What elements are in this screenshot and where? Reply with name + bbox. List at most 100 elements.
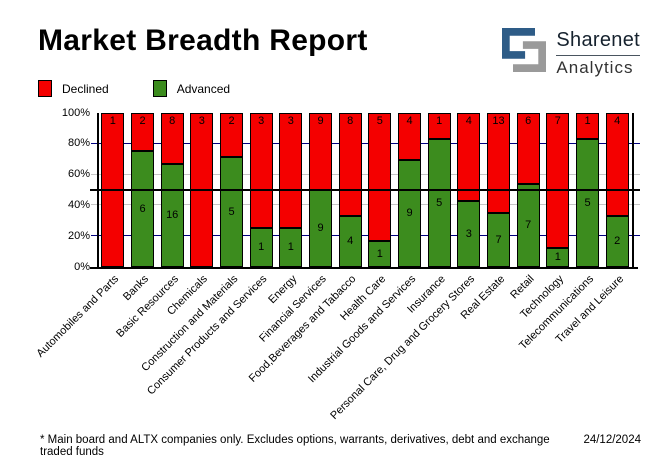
legend-item-advanced: Advanced	[152, 80, 231, 97]
advanced-count-label: 2	[614, 235, 621, 247]
declined-swatch-icon	[38, 80, 52, 97]
y-axis-label: 60%	[67, 168, 90, 181]
brand-name: Sharenet	[556, 29, 640, 51]
declined-count-label: 5	[376, 115, 383, 127]
bar-segment-declined	[546, 113, 570, 248]
advanced-count-label: 4	[347, 235, 354, 247]
advanced-count-label: 5	[584, 196, 591, 209]
y-axis-label: 100%	[61, 106, 90, 119]
declined-count-label: 3	[258, 115, 265, 127]
declined-count-label: 4	[406, 115, 413, 127]
declined-count-label: 1	[584, 115, 591, 127]
y-tick-right-80	[634, 142, 640, 144]
bar-segment-advanced: 3	[457, 201, 481, 267]
bar-segment-declined	[279, 113, 303, 228]
bar-segment-advanced: 7	[516, 184, 540, 267]
brand-logo: Sharenet Analytics	[502, 28, 640, 78]
y-axis-label: 80%	[67, 137, 90, 150]
declined-count-label: 1	[109, 115, 116, 127]
legend-label-advanced: Advanced	[176, 81, 231, 96]
advanced-count-label: 3	[465, 227, 472, 240]
bar-segment-declined	[338, 113, 362, 216]
bar-segment-advanced: 1	[368, 241, 392, 267]
bar-segment-declined	[605, 113, 629, 216]
declined-count-label: 3	[287, 115, 294, 127]
declined-count-label: 9	[317, 115, 324, 127]
advanced-count-label: 16	[166, 209, 179, 221]
bar-segment-declined	[398, 113, 421, 160]
advanced-count-label: 1	[258, 241, 265, 253]
y-tick-right-40	[634, 204, 640, 206]
bar-segment-advanced: 5	[576, 139, 599, 267]
footnote-text: * Main board and ALTX companies only. Ex…	[40, 434, 550, 458]
advanced-count-label: 9	[406, 207, 413, 219]
y-tick-left-60	[91, 173, 97, 175]
bar-segment-declined	[160, 113, 184, 164]
bar-segment-advanced: 9	[398, 160, 421, 267]
bar-segment-declined	[427, 113, 451, 139]
declined-count-label: 6	[525, 115, 532, 127]
declined-count-label: 7	[554, 115, 561, 127]
bar-segment-declined	[368, 113, 392, 241]
advanced-count-label: 1	[287, 241, 294, 253]
advanced-count-label: 1	[554, 251, 561, 263]
x-axis-line	[90, 267, 638, 269]
bar-segment-advanced: 5	[427, 139, 451, 267]
legend-label-declined: Declined	[62, 81, 109, 96]
y-tick-left-80	[91, 142, 97, 144]
brand-subtitle: Analytics	[556, 58, 634, 77]
y-axis-label: 20%	[67, 229, 90, 242]
bar-segment-advanced: 1	[249, 228, 273, 267]
bar-segment-advanced: 7	[487, 213, 510, 267]
fifty-percent-reference-line	[90, 189, 640, 191]
bar-segment-declined	[249, 113, 273, 228]
chart-legend: Declined Advanced	[38, 80, 230, 97]
page-title: Market Breadth Report	[38, 24, 368, 57]
bar-segment-declined	[220, 113, 243, 157]
declined-count-label: 4	[614, 115, 621, 127]
declined-count-label: 1	[436, 115, 443, 127]
bar-segment-advanced: 4	[338, 216, 362, 267]
bar-segment-advanced: 1	[546, 248, 570, 267]
advanced-count-label: 6	[139, 202, 146, 215]
advanced-count-label: 5	[228, 205, 235, 218]
y-axis-label: 0%	[74, 260, 90, 273]
sharenet-logo-icon	[502, 28, 547, 72]
y-tick-right-60	[634, 173, 640, 175]
footnote-bar: * Main board and ALTX companies only. Ex…	[40, 434, 641, 458]
bar-segment-declined	[576, 113, 599, 139]
bar-segment-declined	[131, 113, 154, 151]
y-tick-left-20	[91, 235, 97, 237]
y-tick-right-20	[634, 235, 640, 237]
gridline-40	[98, 204, 632, 206]
advanced-count-label: 7	[525, 219, 532, 231]
bar-segment-declined	[457, 113, 481, 201]
brand-divider	[556, 55, 640, 56]
declined-count-label: 8	[169, 115, 176, 127]
legend-item-declined: Declined	[38, 80, 109, 97]
bar-segment-advanced: 9	[309, 190, 332, 267]
y-axis-label: 40%	[67, 198, 90, 211]
declined-count-label: 4	[465, 115, 472, 127]
bar-segment-advanced: 5	[220, 157, 243, 267]
advanced-count-label: 1	[376, 247, 383, 260]
report-date: 24/12/2024	[583, 434, 641, 446]
x-axis-label: Automobiles and Parts	[34, 273, 122, 360]
declined-count-label: 8	[347, 115, 354, 127]
bar-segment-advanced: 6	[131, 151, 154, 267]
bar-segment-declined	[516, 113, 540, 184]
plot-area: 0% 20% 40% 60% 80% 100% 1 Automobiles and Parts…	[35, 107, 640, 422]
gridline-20	[98, 235, 632, 237]
